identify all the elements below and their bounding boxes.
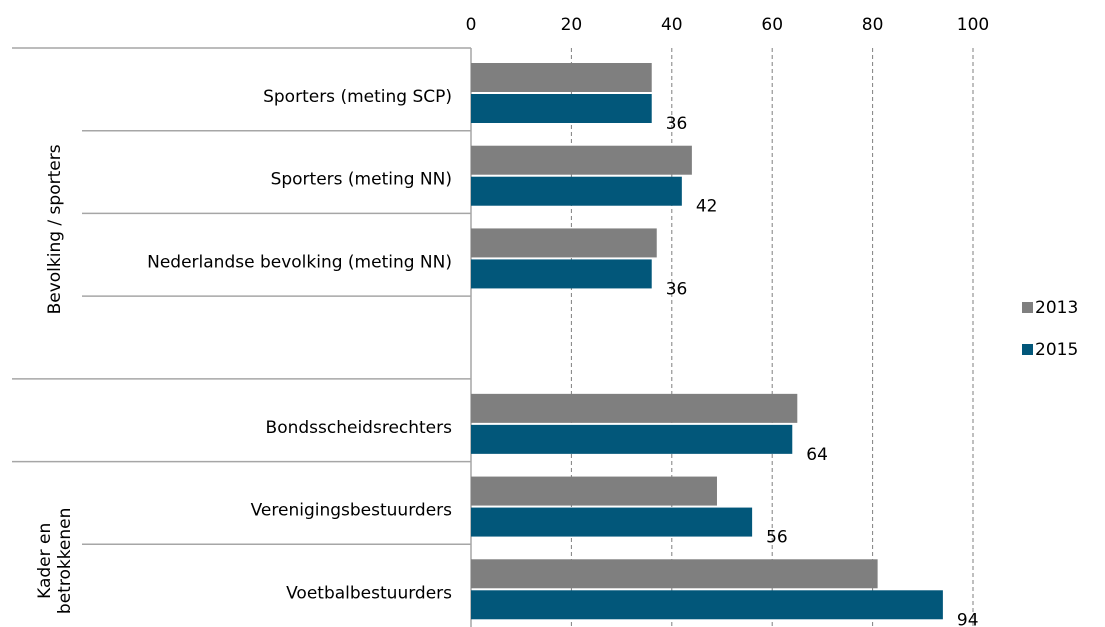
group-label: Kader en bbox=[35, 523, 55, 599]
bar bbox=[471, 63, 652, 92]
legend-label: 2013 bbox=[1035, 298, 1078, 318]
legend-swatch bbox=[1022, 344, 1033, 355]
y-tick-label: Bondsscheidsrechters bbox=[266, 418, 453, 438]
y-tick-label: Verenigingsbestuurders bbox=[251, 501, 453, 521]
bar bbox=[471, 259, 652, 289]
bar bbox=[471, 476, 717, 506]
group-label: betrokkenen bbox=[55, 508, 75, 614]
bar bbox=[471, 94, 652, 123]
bar bbox=[471, 559, 878, 589]
data-label: 42 bbox=[696, 197, 718, 217]
y-tick-label: Sporters (meting NN) bbox=[271, 170, 452, 190]
bar bbox=[471, 424, 793, 454]
bar bbox=[471, 176, 682, 206]
legend-swatch bbox=[1022, 302, 1033, 313]
y-tick-label: Voetbalbestuurders bbox=[286, 583, 452, 603]
bar bbox=[471, 590, 943, 620]
data-label: 36 bbox=[666, 114, 688, 134]
bar bbox=[471, 228, 657, 258]
x-tick-label: 0 bbox=[466, 15, 477, 35]
data-label: 36 bbox=[666, 279, 688, 299]
bar bbox=[471, 507, 753, 537]
y-tick-label: Nederlandse bevolking (meting NN) bbox=[147, 252, 452, 272]
legend-label: 2015 bbox=[1035, 340, 1078, 360]
x-tick-label: 40 bbox=[661, 15, 683, 35]
x-tick-label: 80 bbox=[862, 15, 884, 35]
data-label: 56 bbox=[766, 528, 788, 548]
x-tick-label: 60 bbox=[761, 15, 783, 35]
bar bbox=[471, 145, 692, 175]
x-tick-label: 100 bbox=[957, 15, 989, 35]
data-label: 64 bbox=[806, 445, 828, 465]
data-label: 94 bbox=[957, 610, 979, 627]
y-tick-label: Sporters (meting SCP) bbox=[263, 87, 452, 107]
group-label: Bevolking / sporters bbox=[45, 144, 65, 314]
x-tick-label: 20 bbox=[561, 15, 583, 35]
bar bbox=[471, 393, 798, 423]
